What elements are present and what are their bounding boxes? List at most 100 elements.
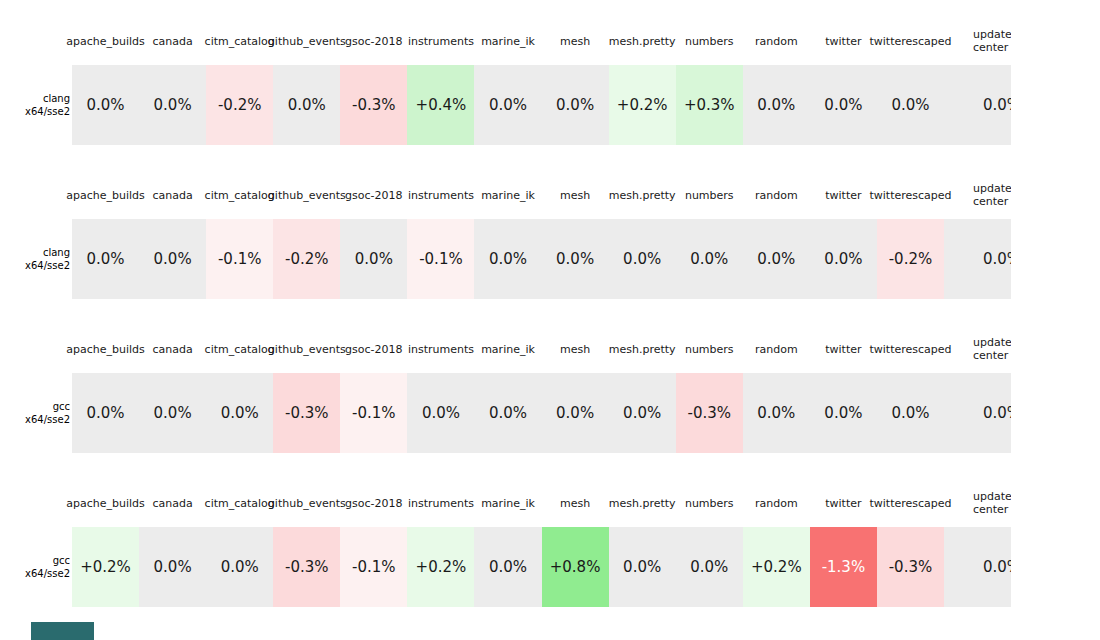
heatmap-cell: 0.0% xyxy=(609,373,676,453)
column-header: github_events xyxy=(273,28,340,54)
cell-value: +0.2% xyxy=(80,558,131,576)
heatmap-row-group: apache_buildscanadacitm_cataloggithub_ev… xyxy=(0,336,1011,453)
heatmap-row-group: apache_buildscanadacitm_cataloggithub_ev… xyxy=(0,490,1011,607)
heatmap-cell: -0.1% xyxy=(206,219,273,299)
cell-value: 0.0% xyxy=(824,250,862,268)
column-header-line: center xyxy=(973,504,1011,517)
heatmap-cell: 0.0% xyxy=(542,373,609,453)
column-header: mesh.pretty xyxy=(609,182,676,208)
column-header: mesh.pretty xyxy=(609,490,676,516)
compiler-row-label-line: clang xyxy=(43,92,70,105)
column-header: mesh xyxy=(542,336,609,362)
column-header-line: update xyxy=(973,29,1011,42)
column-header-row: apache_buildscanadacitm_cataloggithub_ev… xyxy=(72,182,1011,208)
cell-value: 0.0% xyxy=(86,404,124,422)
compiler-row-label-line: gcc xyxy=(53,400,70,413)
cell-value: 0.0% xyxy=(983,404,1011,422)
compiler-row-label-line: gcc xyxy=(53,554,70,567)
column-header-update-center: update center xyxy=(973,337,1011,362)
cell-value: 0.0% xyxy=(489,96,527,114)
heatmap-cell: 0.0% xyxy=(340,219,407,299)
heatmap-cell: 0.0% xyxy=(72,65,139,145)
column-header-line: center xyxy=(973,350,1011,363)
heatmap-cell: -0.1% xyxy=(340,373,407,453)
column-header: canada xyxy=(139,182,206,208)
column-header: numbers xyxy=(676,28,743,54)
cell-value: 0.0% xyxy=(623,250,661,268)
compiler-row-label: clangx64/sse2 xyxy=(0,219,70,299)
heatmap-cell: -0.1% xyxy=(340,527,407,607)
column-header-line: center xyxy=(973,42,1011,55)
heatmap-cell: 0.0% xyxy=(810,219,877,299)
column-header-row: apache_buildscanadacitm_cataloggithub_ev… xyxy=(72,336,1011,362)
heatmap-cell: +0.4% xyxy=(407,65,474,145)
heatmap-cell: 0.0% xyxy=(877,373,944,453)
column-header: mesh xyxy=(542,28,609,54)
cell-value: -0.3% xyxy=(285,558,329,576)
cell-value: 0.0% xyxy=(556,404,594,422)
cell-value: -0.3% xyxy=(352,96,396,114)
column-header: instruments xyxy=(407,336,474,362)
column-header: marine_ik xyxy=(474,182,541,208)
heatmap-cell: 0.0% xyxy=(474,65,541,145)
heatmap-cell: 0.0% xyxy=(676,527,743,607)
column-header: instruments xyxy=(407,490,474,516)
cell-value: +0.2% xyxy=(617,96,668,114)
cell-value: 0.0% xyxy=(154,558,192,576)
cell-value: 0.0% xyxy=(489,404,527,422)
cell-value: 0.0% xyxy=(891,404,929,422)
heatmap-cell: 0.0% xyxy=(542,219,609,299)
heatmap-cell: -0.2% xyxy=(877,219,944,299)
column-header: canada xyxy=(139,490,206,516)
heatmap-cell: -1.3% xyxy=(810,527,877,607)
heatmap-row-group: apache_buildscanadacitm_cataloggithub_ev… xyxy=(0,182,1011,299)
heatmap-cells-row: 0.0%0.0%-0.2%0.0%-0.3%+0.4%0.0%0.0%+0.2%… xyxy=(72,65,1011,145)
heatmap-cell: 0.0% xyxy=(72,373,139,453)
column-header: twitter xyxy=(810,182,877,208)
benchmark-heatmap-figure: apache_buildscanadacitm_cataloggithub_ev… xyxy=(0,0,1011,640)
column-header: instruments xyxy=(407,182,474,208)
column-header: random xyxy=(743,28,810,54)
column-header: canada xyxy=(139,336,206,362)
cell-value: 0.0% xyxy=(288,96,326,114)
cell-value: -0.2% xyxy=(285,250,329,268)
column-header: apache_builds xyxy=(72,182,139,208)
column-header: github_events xyxy=(273,490,340,516)
heatmap-cell: 0.0% xyxy=(944,373,1011,453)
column-header: mesh.pretty xyxy=(609,28,676,54)
cell-value: 0.0% xyxy=(824,96,862,114)
cell-value: -0.1% xyxy=(419,250,463,268)
heatmap-cell: 0.0% xyxy=(743,373,810,453)
heatmap-cell: +0.2% xyxy=(743,527,810,607)
cell-value: -0.1% xyxy=(218,250,262,268)
heatmap-cell: 0.0% xyxy=(474,219,541,299)
column-header: random xyxy=(743,490,810,516)
column-header: apache_builds xyxy=(72,336,139,362)
column-header: twitter xyxy=(810,28,877,54)
column-header-line: update xyxy=(973,183,1011,196)
column-header-update-center: update center xyxy=(973,491,1011,516)
column-header: citm_catalog xyxy=(206,182,273,208)
cell-value: 0.0% xyxy=(489,250,527,268)
heatmap-cell: +0.2% xyxy=(609,65,676,145)
cell-value: 0.0% xyxy=(757,404,795,422)
heatmap-cell: 0.0% xyxy=(609,219,676,299)
column-header-line: center xyxy=(973,196,1011,209)
column-header: marine_ik xyxy=(474,490,541,516)
heatmap-cell: 0.0% xyxy=(139,373,206,453)
compiler-row-label: gccx64/sse2 xyxy=(0,373,70,453)
column-header: twitter xyxy=(810,490,877,516)
compiler-row-label-line: x64/sse2 xyxy=(25,567,70,580)
column-header-row: apache_buildscanadacitm_cataloggithub_ev… xyxy=(72,28,1011,54)
cell-value: -0.2% xyxy=(889,250,933,268)
heatmap-cell: 0.0% xyxy=(542,65,609,145)
heatmap-cell: 0.0% xyxy=(407,373,474,453)
heatmap-row-group: apache_buildscanadacitm_cataloggithub_ev… xyxy=(0,28,1011,145)
heatmap-cell: +0.3% xyxy=(676,65,743,145)
cell-value: 0.0% xyxy=(824,404,862,422)
cell-value: 0.0% xyxy=(983,250,1011,268)
column-header: numbers xyxy=(676,182,743,208)
compiler-row-label: gccx64/sse2 xyxy=(0,527,70,607)
heatmap-cell: 0.0% xyxy=(944,65,1011,145)
cell-value: 0.0% xyxy=(757,250,795,268)
